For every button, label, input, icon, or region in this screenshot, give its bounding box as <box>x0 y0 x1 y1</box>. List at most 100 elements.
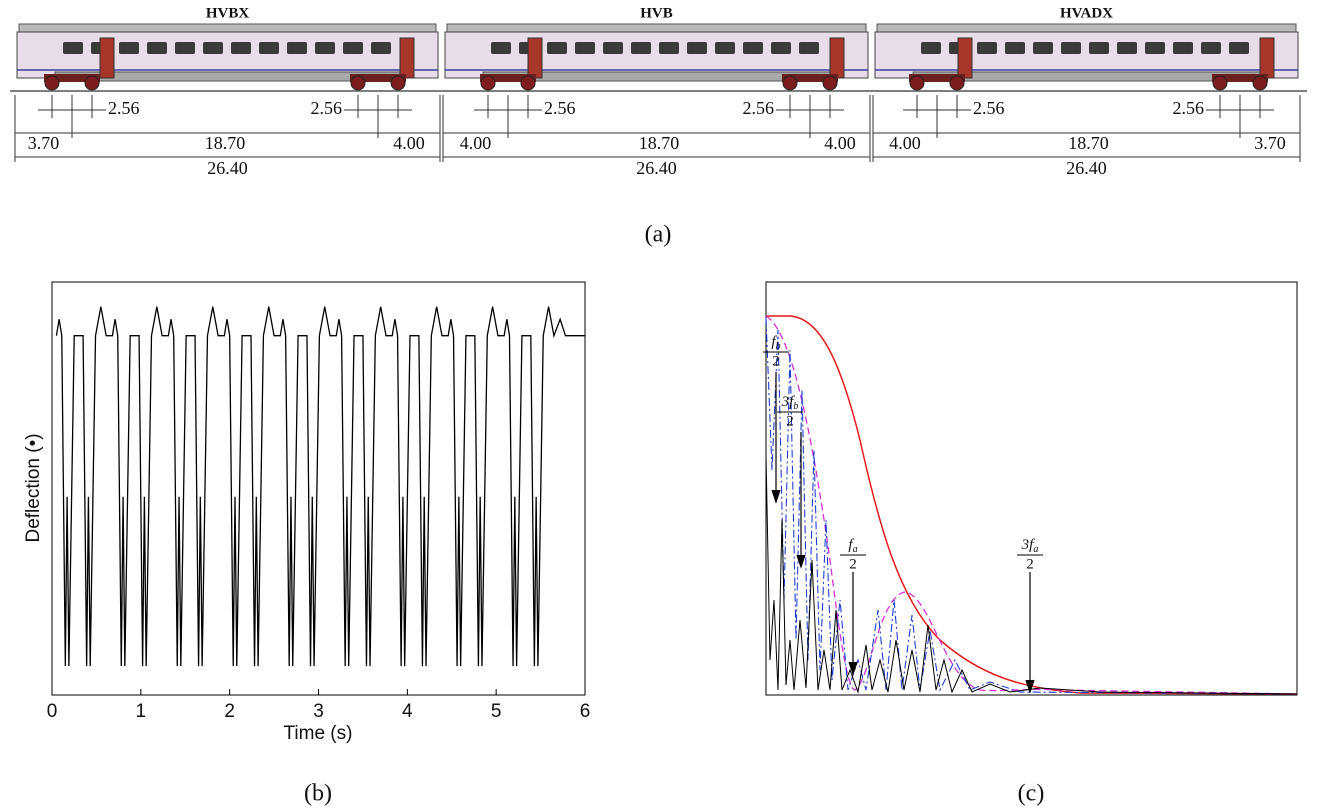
window <box>315 42 335 54</box>
dimension-label: 2.56 <box>311 98 343 118</box>
door <box>99 37 115 79</box>
annotation-numerator-text: 3f <box>1021 537 1036 553</box>
door <box>957 37 973 79</box>
window <box>1229 42 1249 54</box>
window <box>343 42 363 54</box>
wheel <box>1252 75 1268 91</box>
window <box>1089 42 1109 54</box>
window <box>147 42 167 54</box>
x-tick-label: 5 <box>491 701 502 722</box>
spectrum-curves <box>765 315 1298 695</box>
dimension-label: 26.40 <box>636 158 677 178</box>
dashed-curve <box>765 315 1298 695</box>
bogie-frame <box>782 74 838 82</box>
bogie-frame <box>480 74 536 82</box>
caption-b: (b) <box>304 781 332 807</box>
window <box>287 42 307 54</box>
window <box>491 42 511 54</box>
wheel <box>84 75 100 91</box>
door <box>399 37 415 79</box>
wheel <box>480 75 496 91</box>
spectrum-curve <box>765 454 1298 695</box>
dimension-label: 18.70 <box>639 133 680 153</box>
annotation-denominator: 2 <box>786 413 794 429</box>
window <box>799 42 819 54</box>
wheel <box>520 75 536 91</box>
wheel <box>909 75 925 91</box>
bogie-frame <box>350 74 406 82</box>
dimension-label: 4.00 <box>460 133 492 153</box>
window <box>743 42 763 54</box>
window <box>371 42 391 54</box>
car-body <box>16 31 439 79</box>
annotation-denominator: 2 <box>849 556 857 572</box>
annotation-numerator: fb <box>771 334 780 352</box>
window <box>1145 42 1165 54</box>
car-body <box>444 31 869 79</box>
dimension-label: 2.56 <box>108 98 140 118</box>
door <box>829 37 845 79</box>
annotation-numerator-text: f <box>771 334 777 350</box>
dimension-label: 26.40 <box>207 158 248 178</box>
plot-b-frame <box>51 281 586 696</box>
dimension-label: 4.00 <box>824 133 856 153</box>
dimension-label: 2.56 <box>743 98 775 118</box>
x-tick-label: 4 <box>402 701 413 722</box>
x-tick-label: 2 <box>224 701 235 722</box>
dimension-label: 4.00 <box>889 133 921 153</box>
annotation-denominator: 2 <box>772 353 780 369</box>
window <box>771 42 791 54</box>
caption-a: (a) <box>645 222 672 248</box>
wheel <box>44 75 60 91</box>
window <box>1173 42 1193 54</box>
door <box>1259 37 1275 79</box>
annotation-numerator: 3fa <box>1021 537 1039 555</box>
annotation-numerator: 3fb <box>781 394 799 412</box>
door <box>527 37 543 79</box>
bogie-frame <box>44 74 100 82</box>
window <box>1005 42 1025 54</box>
dash-dot-curve <box>765 317 1298 695</box>
y-axis-label: Deflection (•) <box>23 433 44 542</box>
window <box>119 42 139 54</box>
x-axis-label: Time (s) <box>284 723 353 744</box>
dimension-label: 26.40 <box>1066 158 1107 178</box>
window <box>603 42 623 54</box>
dimension-label: 2.56 <box>1173 98 1205 118</box>
window <box>1061 42 1081 54</box>
window <box>231 42 251 54</box>
wheel <box>949 75 965 91</box>
x-tick-label: 0 <box>47 701 58 722</box>
car-name: HVBX <box>206 5 250 21</box>
dimension-label: 4.00 <box>393 133 425 153</box>
caption-c: (c) <box>1018 781 1045 807</box>
window <box>687 42 707 54</box>
dimension-label: 2.56 <box>544 98 576 118</box>
dimension-label: 18.70 <box>1068 133 1109 153</box>
car-name: HVB <box>640 5 673 21</box>
wheel <box>782 75 798 91</box>
bogie-frame <box>1212 74 1268 82</box>
annotation-numerator-text: 3f <box>781 394 796 410</box>
x-tick-label: 1 <box>136 701 147 722</box>
window <box>977 42 997 54</box>
window <box>631 42 651 54</box>
window <box>1201 42 1221 54</box>
annotation-subscript: b <box>793 401 798 412</box>
wheel <box>1212 75 1228 91</box>
window <box>203 42 223 54</box>
x-tick-label: 6 <box>580 701 591 722</box>
wheel <box>350 75 366 91</box>
wheel <box>390 75 406 91</box>
window <box>715 42 735 54</box>
dimension-label: 18.70 <box>205 133 246 153</box>
annotation-denominator: 2 <box>1026 556 1034 572</box>
window <box>659 42 679 54</box>
plot-c-frame <box>765 281 1298 696</box>
annotation-subscript: b <box>776 341 781 352</box>
dimension-label: 3.70 <box>28 133 60 153</box>
annotation-numerator: fa <box>848 537 857 555</box>
dimension-label: 2.56 <box>973 98 1005 118</box>
window <box>259 42 279 54</box>
